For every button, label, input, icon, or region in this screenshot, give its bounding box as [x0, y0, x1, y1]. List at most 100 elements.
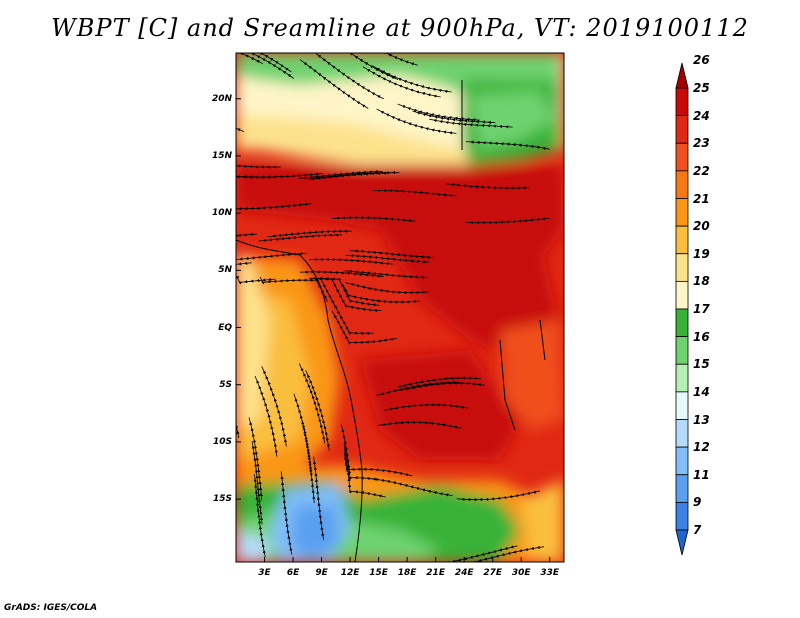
colorbar-swatch	[675, 529, 689, 556]
lon-label: 12E	[340, 568, 360, 578]
colorbar-swatch	[675, 308, 689, 338]
colorbar-label: 11	[693, 467, 710, 482]
streamline	[236, 53, 263, 65]
colorbar-label: 16	[693, 329, 710, 344]
colorbar-label: 7	[693, 523, 702, 537]
streamline	[299, 59, 369, 109]
streamline	[440, 545, 518, 562]
lat-label: 5N	[218, 265, 232, 276]
streamline	[236, 232, 258, 238]
colorbar-label: 9	[693, 495, 702, 510]
streamline	[253, 473, 266, 558]
lon-label: 3E	[258, 568, 271, 578]
streamline	[345, 282, 429, 295]
lon-label: 9E	[315, 568, 328, 578]
streamline	[280, 471, 293, 555]
colorbar-label: 20	[693, 219, 710, 234]
streamline	[293, 393, 313, 476]
plot-title: WBPT [C] and Sreamline at 900hPa, VT: 20…	[51, 14, 749, 42]
streamline	[258, 233, 343, 242]
colorbar-label: 25	[693, 81, 710, 95]
colorbar-swatch	[675, 501, 689, 531]
lat-label: 10S	[212, 436, 232, 447]
streamline	[306, 171, 391, 181]
streamline	[372, 189, 457, 198]
lon-label: 27E	[483, 568, 503, 578]
colorbar-swatch	[675, 115, 689, 144]
colorbar-swatch	[675, 87, 689, 117]
lon-label: 15E	[369, 568, 388, 578]
streamline	[376, 108, 457, 135]
lon-label: 6E	[286, 568, 300, 578]
streamline	[456, 490, 541, 502]
streamline	[236, 261, 252, 269]
colorbar-swatch	[675, 198, 689, 227]
streamline	[397, 376, 482, 388]
lon-label: 18E	[397, 568, 417, 578]
streamline	[236, 202, 312, 211]
lat-label: 5S	[219, 379, 232, 390]
streamline	[313, 456, 325, 540]
colorbar-label: 15	[693, 357, 710, 372]
lon-label: 21E	[426, 568, 445, 578]
streamline	[362, 66, 441, 98]
streamline	[465, 217, 550, 225]
colorbar-label: 14	[693, 384, 710, 399]
streamline	[347, 53, 419, 66]
streamline	[309, 276, 380, 307]
streamline	[384, 403, 468, 411]
lat-label: EQ	[218, 322, 232, 333]
credit-text: GrADS: IGES/COLA	[4, 603, 98, 613]
streamline	[236, 251, 307, 262]
colorbar-swatch	[675, 336, 689, 365]
lat-label: 20N	[211, 93, 232, 104]
streamline	[412, 110, 496, 124]
colorbar-label: 17	[693, 302, 710, 316]
streamline	[370, 478, 453, 497]
colorbar-swatch	[675, 419, 689, 448]
colorbar-swatch	[675, 142, 689, 172]
colorbar-label: 18	[693, 274, 710, 289]
colorbar-label: 13	[693, 412, 710, 427]
coastlines	[236, 80, 546, 562]
colorbar-swatch	[675, 474, 689, 503]
streamline	[236, 53, 292, 73]
colorbar-swatch	[675, 225, 689, 255]
streamline	[238, 172, 323, 179]
streamline	[446, 183, 531, 190]
streamlines	[236, 53, 550, 562]
streamline	[377, 420, 462, 429]
streamline	[236, 161, 281, 169]
colorbar-label: 23	[693, 136, 710, 151]
colorbar-label: 19	[693, 246, 710, 261]
map-frame	[235, 52, 565, 563]
lat-label: 15S	[212, 494, 232, 505]
colorbar-swatch	[675, 363, 689, 393]
colorbar-swatch	[675, 62, 689, 89]
streamline	[344, 269, 429, 279]
lon-label: 30E	[511, 568, 531, 578]
lon-label: 24E	[454, 568, 474, 578]
colorbar-swatch	[675, 170, 689, 199]
lat-label: 15N	[211, 150, 232, 161]
lon-label: 33E	[540, 568, 560, 578]
streamline	[343, 451, 413, 477]
colorbar-swatch	[675, 391, 689, 420]
lat-label: 10N	[211, 208, 232, 219]
colorbar-label: 21	[693, 191, 710, 206]
colorbar-swatch	[675, 253, 689, 282]
colorbar-swatch	[675, 446, 689, 476]
axis-ticks	[236, 98, 551, 562]
streamline	[308, 257, 393, 266]
streamline	[254, 375, 278, 457]
colorbar-label: 12	[693, 440, 710, 455]
colorbar-label: 22	[693, 163, 710, 178]
streamline	[465, 140, 550, 150]
colorbar-label: 24	[693, 108, 710, 123]
colorbar-label: 26	[693, 53, 710, 68]
streamline	[298, 363, 326, 444]
streamline	[331, 216, 416, 223]
colorbar-swatch	[675, 280, 689, 310]
